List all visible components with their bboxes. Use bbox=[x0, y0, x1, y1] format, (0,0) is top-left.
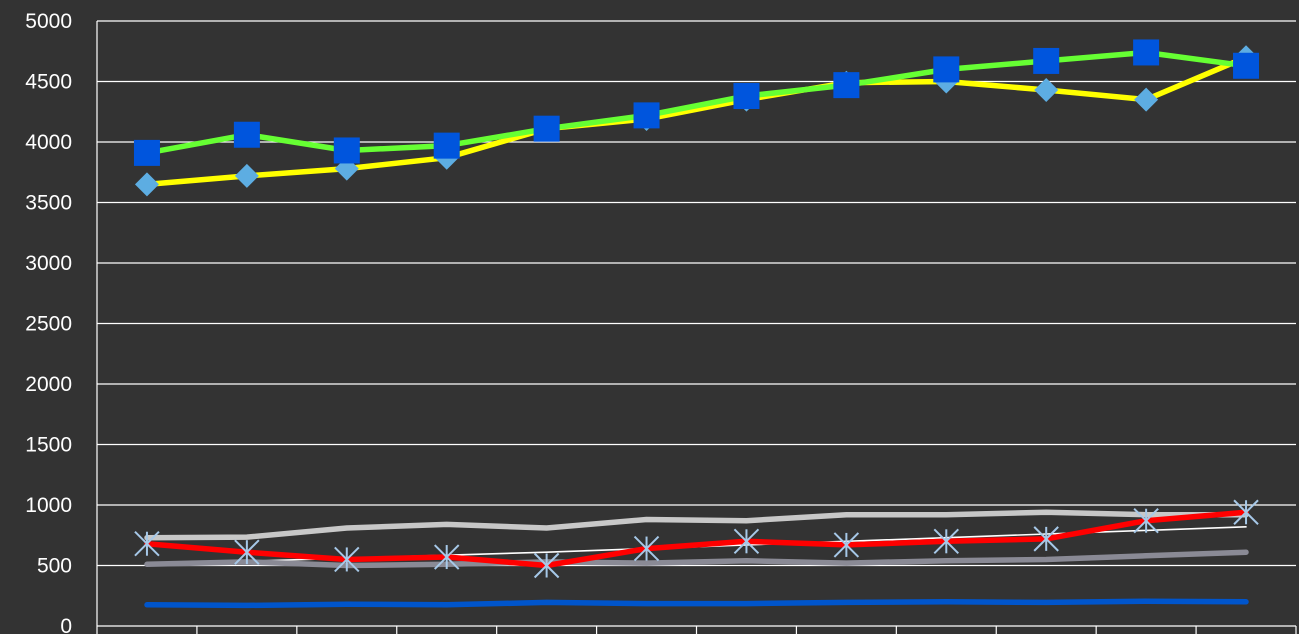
series-6-point-12 bbox=[1233, 499, 1259, 525]
series-6-point-4 bbox=[434, 544, 460, 570]
series-4-line bbox=[144, 509, 1249, 541]
series-4 bbox=[144, 509, 1249, 541]
y-tick-label-3000: 3000 bbox=[25, 252, 72, 275]
series-6-point-5 bbox=[533, 552, 560, 579]
series-layer bbox=[133, 39, 1260, 609]
y-tick-label-3500: 3500 bbox=[25, 192, 72, 215]
series-6-point-3 bbox=[334, 546, 360, 573]
series-1-line bbox=[144, 54, 1249, 188]
series-2-point-1 bbox=[133, 139, 160, 166]
series-2-point-2 bbox=[233, 121, 260, 148]
y-tick-label-4500: 4500 bbox=[25, 71, 72, 94]
series-6-point-6 bbox=[633, 535, 660, 562]
y-tick-label-5000: 5000 bbox=[25, 10, 72, 33]
x-axis-ticks bbox=[96, 626, 1297, 634]
series-2-point-3 bbox=[333, 137, 360, 164]
y-tick-label-1000: 1000 bbox=[25, 494, 72, 517]
series-1-point-11 bbox=[1134, 87, 1159, 112]
y-tick-label-0: 0 bbox=[60, 615, 72, 634]
series-6-point-7 bbox=[733, 528, 760, 555]
series-2-point-11 bbox=[1133, 39, 1160, 66]
series-2-point-7 bbox=[733, 83, 760, 110]
y-tick-label-4000: 4000 bbox=[25, 131, 72, 154]
series-7 bbox=[144, 598, 1249, 609]
series-6-point-11 bbox=[1133, 508, 1159, 534]
series-6-point-10 bbox=[1033, 526, 1059, 552]
series-2-point-12 bbox=[1233, 52, 1260, 79]
y-tick-label-500: 500 bbox=[37, 555, 72, 578]
y-tick-label-1500: 1500 bbox=[25, 434, 72, 457]
series-6-line bbox=[144, 509, 1249, 569]
series-2-point-10 bbox=[1033, 47, 1060, 74]
series-1-point-10 bbox=[1034, 77, 1059, 102]
series-6-point-2 bbox=[234, 539, 260, 565]
series-5 bbox=[144, 549, 1249, 569]
series-2-point-6 bbox=[633, 102, 660, 129]
series-1-point-2 bbox=[234, 163, 259, 188]
series-2-line bbox=[144, 49, 1249, 156]
series-1-point-1 bbox=[134, 172, 159, 197]
series-2 bbox=[133, 39, 1260, 166]
y-tick-label-2500: 2500 bbox=[25, 313, 72, 336]
y-tick-label-2000: 2000 bbox=[25, 373, 72, 396]
y-axis-tick-labels: 0 500 1000 1500 2000 2500 3000 3500 4000 4500 5000 bbox=[25, 10, 72, 634]
series-5-line bbox=[144, 549, 1249, 569]
series-2-point-4 bbox=[433, 132, 460, 159]
series-6 bbox=[134, 499, 1259, 579]
series-2-point-8 bbox=[833, 72, 860, 99]
series-2-point-5 bbox=[533, 115, 560, 142]
series-6-point-8 bbox=[833, 532, 860, 558]
series-6-point-1 bbox=[134, 531, 160, 557]
series-6-point-9 bbox=[933, 528, 959, 555]
series-7-line bbox=[144, 598, 1249, 609]
series-2-point-9 bbox=[933, 56, 960, 83]
